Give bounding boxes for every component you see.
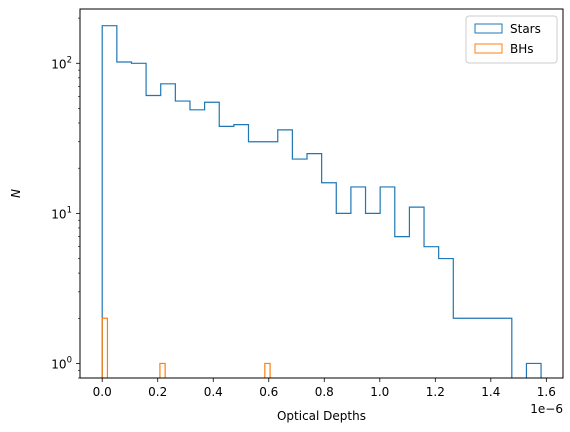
x-tick-label: 0.4 (204, 385, 223, 399)
series-layer (101, 25, 542, 378)
x-tick-label: 0.6 (259, 385, 278, 399)
x-tick-label: 1.0 (370, 385, 389, 399)
x-axis-label: Optical Depths (277, 409, 366, 423)
x-tick-label: 1.2 (426, 385, 445, 399)
y-tick-label: 100 (51, 355, 72, 371)
legend-label-bhs: BHs (510, 42, 534, 56)
x-tick-label: 1.6 (537, 385, 556, 399)
y-tick-label: 101 (51, 205, 72, 221)
x-tick-label: 0.8 (315, 385, 334, 399)
y-tick-label: 102 (51, 55, 72, 71)
axes-frame (79, 8, 564, 379)
legend-label-stars: Stars (510, 22, 541, 36)
x-axis-offset-label: 1e−6 (530, 402, 563, 416)
legend-swatch-stars (474, 23, 503, 34)
y-axis-label: N (9, 189, 23, 198)
x-axis-ticks: 0.0 0.2 0.4 0.6 0.8 1.0 1.2 1.4 1.6 (93, 378, 556, 399)
legend: Stars BHs (465, 15, 558, 64)
x-tick-label: 0.0 (93, 385, 112, 399)
x-tick-label: 0.2 (148, 385, 167, 399)
series-stars-outline (101, 25, 542, 378)
legend-swatch-bhs (474, 43, 503, 54)
legend-box (465, 15, 558, 64)
y-axis-ticks: 100 101 102 (51, 17, 80, 379)
x-tick-label: 1.4 (481, 385, 500, 399)
